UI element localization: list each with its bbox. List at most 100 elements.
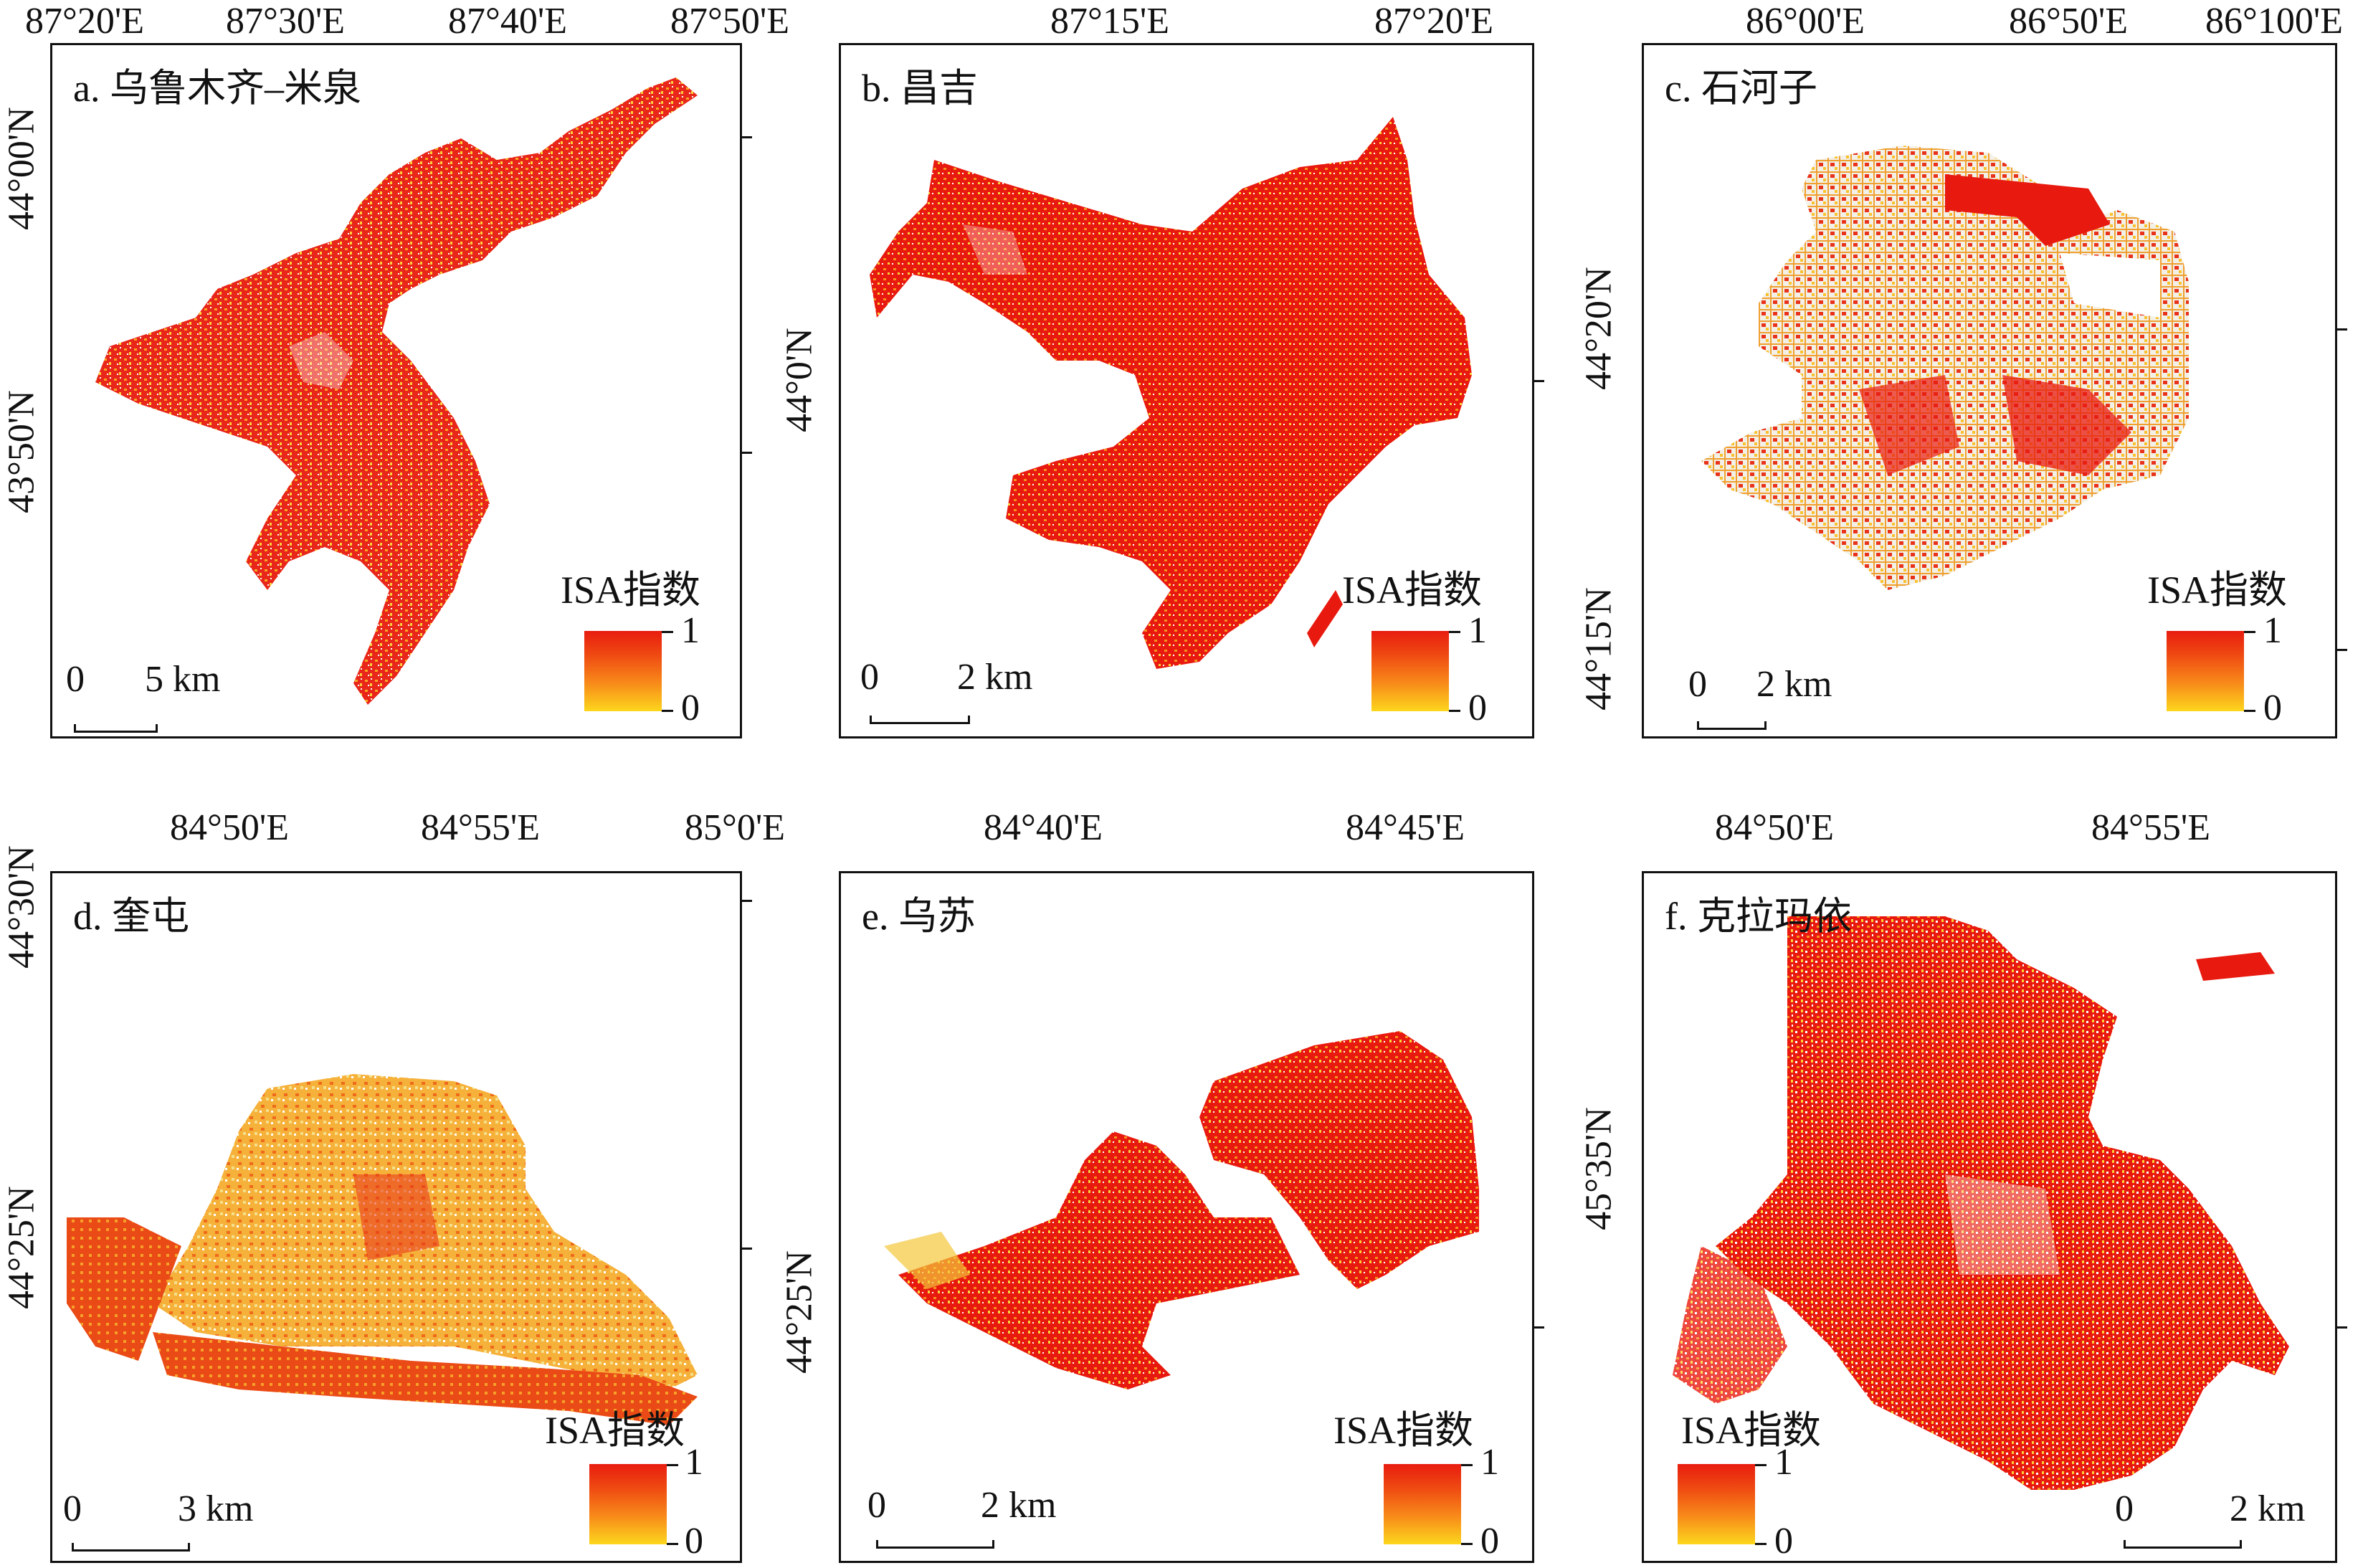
scale-zero-label: 0 [860, 657, 879, 698]
tick [1755, 1464, 1767, 1466]
legend-low-label: 0 [1774, 1521, 1793, 1562]
legend-low-label: 0 [685, 1521, 703, 1562]
scale-zero-label: 0 [63, 1488, 82, 1529]
map-frame [50, 43, 742, 738]
tick [2337, 1326, 2347, 1329]
panel-title: a. 乌鲁木齐–米泉 [73, 67, 361, 110]
lon-label: 85°0'E [685, 807, 785, 848]
lat-label: 44°30'N [1, 845, 42, 969]
legend-low-label: 0 [1468, 688, 1487, 728]
isa-map-karamay [1673, 916, 2289, 1490]
scale-length-label: 2 km [1756, 664, 1832, 705]
legend-color-ramp [1384, 1464, 1461, 1544]
isa-map-kuitun [67, 1074, 698, 1425]
scale-bar [870, 716, 970, 724]
lat-label: 44°15'N [1578, 587, 1620, 711]
tick [662, 710, 673, 712]
legend-title: ISA指数 [561, 569, 701, 612]
legend-high-label: 1 [685, 1442, 703, 1483]
isa-map-changji [870, 117, 1472, 669]
legend-color-ramp [589, 1464, 667, 1544]
lat-label: 44°20'N [1578, 267, 1620, 390]
legend-title: ISA指数 [2147, 569, 2288, 612]
scale-length-label: 2 km [981, 1485, 1057, 1526]
scale-zero-label: 0 [1688, 664, 1707, 705]
lon-label: 86°100'E [2205, 1, 2343, 42]
legend-title: ISA指数 [1681, 1409, 1822, 1452]
tick [742, 1248, 752, 1250]
scale-bar [72, 1543, 190, 1552]
legend-color-ramp [584, 631, 662, 711]
lat-label: 44°0'N [779, 328, 820, 432]
scale-bar [876, 1540, 994, 1549]
isa-map-urumqi [95, 77, 698, 705]
legend-high-label: 1 [1480, 1442, 1499, 1483]
scale-bar [74, 724, 158, 733]
lon-label: 84°50'E [1715, 807, 1834, 848]
scale-length-label: 2 km [957, 657, 1033, 698]
lon-label: 87°30'E [226, 1, 345, 42]
tick [1461, 1464, 1473, 1466]
tick [667, 1543, 678, 1545]
tick [662, 631, 673, 633]
tick [1461, 1543, 1473, 1545]
tick [2337, 328, 2347, 331]
legend-high-label: 1 [1774, 1442, 1793, 1483]
panel-title: d. 奎屯 [73, 895, 189, 938]
tick [1534, 380, 1544, 382]
lat-label: 44°25'N [1, 1186, 42, 1309]
lon-label: 84°55'E [2091, 807, 2210, 848]
tick [2337, 649, 2347, 651]
panel-title: e. 乌苏 [862, 895, 976, 938]
legend-low-label: 0 [2263, 688, 2282, 728]
lon-label: 84°45'E [1346, 807, 1465, 848]
lon-label: 86°00'E [1746, 1, 1865, 42]
lon-label: 84°50'E [170, 807, 289, 848]
tick [1449, 631, 1460, 633]
legend-color-ramp [1371, 631, 1449, 711]
lat-label: 44°25'N [779, 1250, 820, 1374]
tick [742, 900, 752, 902]
legend-high-label: 1 [681, 610, 700, 651]
map-frame [1642, 871, 2337, 1563]
tick [2244, 631, 2255, 633]
legend-low-label: 0 [1480, 1521, 1499, 1562]
lon-label: 87°50'E [670, 1, 789, 42]
map-frame [839, 43, 1534, 738]
panel-title: c. 石河子 [1665, 67, 1817, 110]
scale-zero-label: 0 [2115, 1488, 2134, 1529]
lon-label: 87°20'E [25, 1, 144, 42]
legend-high-label: 1 [2263, 610, 2282, 651]
legend-high-label: 1 [1468, 610, 1487, 651]
map-frame [839, 871, 1534, 1563]
legend-color-ramp [1678, 1464, 1755, 1544]
legend-title: ISA指数 [1342, 569, 1483, 612]
scale-zero-label: 0 [66, 659, 85, 700]
map-frame [50, 871, 742, 1563]
scale-bar [1697, 721, 1767, 730]
isa-map-wusu [884, 1031, 1479, 1389]
lon-label: 84°40'E [984, 807, 1103, 848]
lat-label: 45°35'N [1578, 1107, 1620, 1230]
tick [2244, 710, 2255, 712]
legend-color-ramp [2167, 631, 2244, 711]
tick [1534, 1326, 1544, 1329]
map-frame [1642, 43, 2337, 738]
tick [742, 452, 752, 454]
scale-length-label: 5 km [145, 659, 221, 700]
lon-label: 87°20'E [1374, 1, 1493, 42]
tick [1449, 710, 1460, 712]
legend-title: ISA指数 [1333, 1409, 1474, 1452]
tick [667, 1464, 678, 1466]
scale-length-label: 2 km [2230, 1488, 2306, 1529]
panel-title: b. 昌吉 [862, 67, 978, 110]
lon-label: 86°50'E [2009, 1, 2128, 42]
isa-map-shihezi [1701, 146, 2189, 590]
panel-title: f. 克拉玛依 [1665, 895, 1852, 938]
lon-label: 84°55'E [421, 807, 540, 848]
legend-title: ISA指数 [545, 1409, 685, 1452]
legend-low-label: 0 [681, 688, 700, 728]
lat-label: 44°00'N [1, 107, 42, 230]
scale-bar [2124, 1540, 2242, 1549]
tick [1755, 1543, 1767, 1545]
